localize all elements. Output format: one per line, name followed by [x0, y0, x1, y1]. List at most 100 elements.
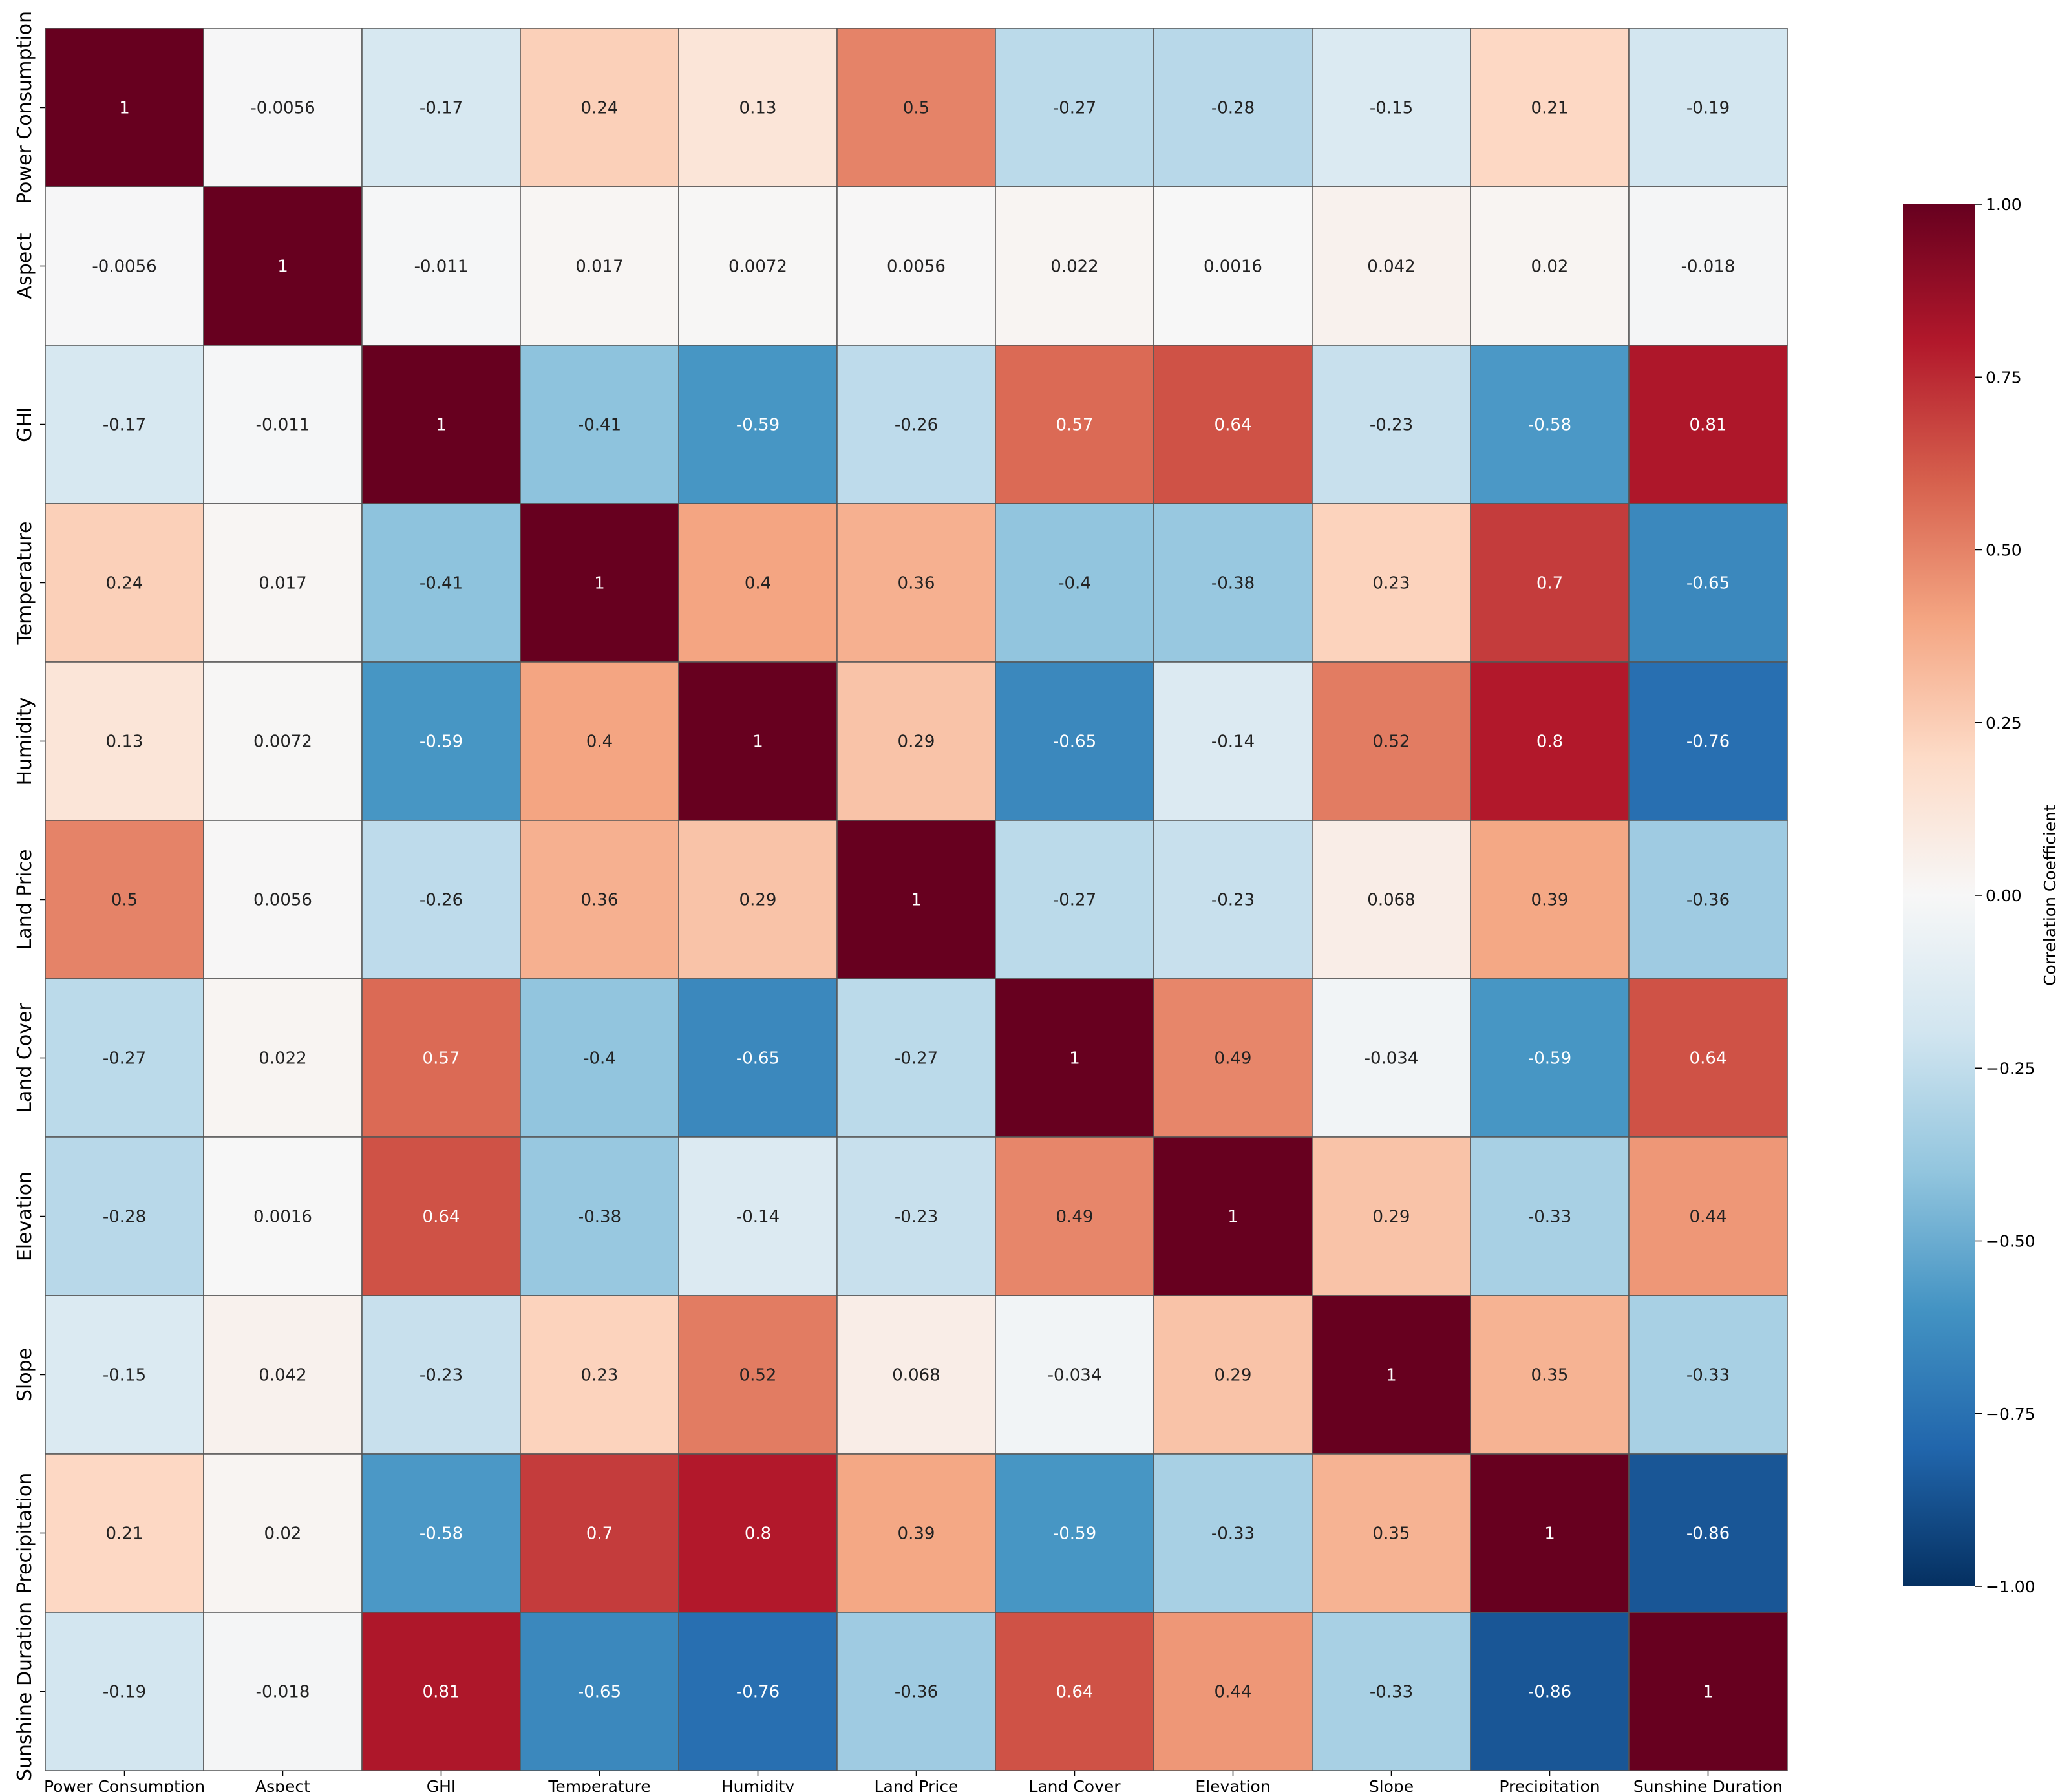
y-tick-label: Land Cover	[14, 1003, 36, 1113]
cell-value-label: -0.0056	[92, 257, 156, 277]
cell-value-label: 0.017	[259, 574, 306, 593]
cell-value-label: 0.8	[1536, 732, 1563, 752]
cell-value-label: -0.011	[414, 257, 469, 277]
cell-value-label: 0.35	[1531, 1366, 1569, 1385]
heatmap-cell-10-5	[836, 1612, 996, 1771]
y-tick-label: Power Consumption	[14, 11, 36, 204]
cell-value-label: 1	[1544, 1524, 1555, 1544]
heatmap-cell-7-8	[1312, 1136, 1471, 1296]
heatmap-cell-6-5	[836, 978, 996, 1138]
cell-value-label: -0.4	[583, 1049, 616, 1069]
cell-value-label: -0.65	[1686, 574, 1730, 593]
heatmap-cell-0-10	[1628, 28, 1788, 187]
cell-value-label: 0.068	[1367, 891, 1415, 910]
colorbar-gradient	[1903, 204, 1975, 1586]
cell-value-label: 0.0016	[253, 1208, 312, 1227]
heatmap-cell-4-6	[995, 661, 1154, 821]
heatmap-cell-0-3	[520, 28, 679, 187]
x-tick-label: GHI	[427, 1777, 456, 1792]
heatmap-cell-8-0	[45, 1295, 204, 1455]
cell-value-label: 0.57	[1056, 416, 1094, 435]
cell-value-label: -0.65	[736, 1049, 780, 1069]
cell-value-label: 1	[1227, 1208, 1238, 1227]
cell-value-label: -0.034	[1048, 1366, 1102, 1385]
heatmap-cell-8-10	[1628, 1295, 1788, 1455]
heatmap-cell-10-8	[1312, 1612, 1471, 1771]
cell-value-label: 0.022	[1050, 257, 1098, 277]
cell-value-label: 0.8	[745, 1524, 771, 1544]
heatmap-cell-7-10	[1628, 1136, 1788, 1296]
cell-value-label: -0.86	[1686, 1524, 1730, 1544]
cell-value-label: 0.29	[898, 732, 935, 752]
y-tick-label: Sunshine Duration	[14, 1602, 36, 1781]
heatmap-cell-3-4	[678, 503, 838, 663]
heatmap-cell-4-4	[678, 661, 838, 821]
heatmap-cell-6-2	[361, 978, 521, 1138]
heatmap-cell-9-5	[836, 1453, 996, 1613]
cell-value-label: -0.27	[1053, 891, 1096, 910]
cell-value-label: 0.4	[586, 732, 613, 752]
x-tick-label: Elevation	[1195, 1777, 1270, 1792]
cell-value-label: 0.49	[1215, 1049, 1252, 1069]
cell-value-label: -0.36	[895, 1683, 938, 1702]
heatmap-cell-8-6	[995, 1295, 1154, 1455]
heatmap-cell-5-6	[995, 820, 1154, 979]
heatmap-cell-7-3	[520, 1136, 679, 1296]
heatmap-cell-2-2	[361, 345, 521, 504]
cell-value-label: 0.5	[903, 99, 929, 118]
cell-value-label: -0.26	[895, 416, 938, 435]
heatmap-cell-8-3	[520, 1295, 679, 1455]
x-tick-label: Power Consumption	[44, 1777, 205, 1792]
cell-value-label: -0.65	[578, 1683, 621, 1702]
heatmap-cell-5-8	[1312, 820, 1471, 979]
heatmap-cell-10-2	[361, 1612, 521, 1771]
heatmap-cell-1-5	[836, 186, 996, 346]
cell-value-label: 0.23	[1373, 574, 1410, 593]
cell-value-label: 0.35	[1373, 1524, 1410, 1544]
cell-value-label: -0.33	[1370, 1683, 1413, 1702]
cell-value-label: -0.65	[1053, 732, 1096, 752]
cell-value-label: 0.64	[423, 1208, 460, 1227]
cell-value-label: 0.57	[423, 1049, 460, 1069]
cell-value-label: 0.02	[264, 1524, 302, 1544]
heatmap-cell-2-4	[678, 345, 838, 504]
heatmap-cell-1-6	[995, 186, 1154, 346]
heatmap-cell-9-6	[995, 1453, 1154, 1613]
heatmap-cell-0-5	[836, 28, 996, 187]
heatmap-cell-9-4	[678, 1453, 838, 1613]
heatmap-cell-5-0	[45, 820, 204, 979]
heatmap-cell-7-4	[678, 1136, 838, 1296]
cell-value-label: 0.0016	[1204, 257, 1262, 277]
cell-value-label: -0.28	[103, 1208, 146, 1227]
x-tick-label: Temperature	[547, 1777, 650, 1792]
heatmap-cell-0-0	[45, 28, 204, 187]
heatmap-cell-6-6	[995, 978, 1154, 1138]
cell-value-label: 0.7	[1536, 574, 1563, 593]
heatmap-cell-7-0	[45, 1136, 204, 1296]
heatmap-cell-4-5	[836, 661, 996, 821]
heatmap-cell-1-2	[361, 186, 521, 346]
heatmap-cell-10-1	[203, 1612, 363, 1771]
heatmap-cell-6-0	[45, 978, 204, 1138]
y-tick-label: Precipitation	[14, 1473, 36, 1594]
heatmap-cell-2-0	[45, 345, 204, 504]
heatmap-cell-1-10	[1628, 186, 1788, 346]
colorbar-tick-label: −0.75	[1986, 1405, 2035, 1424]
cell-value-label: -0.76	[1686, 732, 1730, 752]
heatmap-cell-0-1	[203, 28, 363, 187]
x-tick-label: Humidity	[721, 1777, 795, 1792]
cell-value-label: 0.022	[259, 1049, 306, 1069]
cell-value-label: 0.042	[259, 1366, 306, 1385]
heatmap-cell-6-4	[678, 978, 838, 1138]
heatmap-cell-6-3	[520, 978, 679, 1138]
heatmap-cell-6-8	[1312, 978, 1471, 1138]
cell-value-label: -0.14	[1211, 732, 1255, 752]
cell-value-label: -0.17	[420, 99, 463, 118]
heatmap-cell-7-7	[1153, 1136, 1313, 1296]
cell-value-label: -0.41	[578, 416, 621, 435]
cell-value-label: -0.33	[1686, 1366, 1730, 1385]
cell-value-label: 0.81	[423, 1683, 460, 1702]
cell-value-label: -0.19	[103, 1683, 146, 1702]
heatmap-cell-5-5	[836, 820, 996, 979]
heatmap-cell-1-3	[520, 186, 679, 346]
